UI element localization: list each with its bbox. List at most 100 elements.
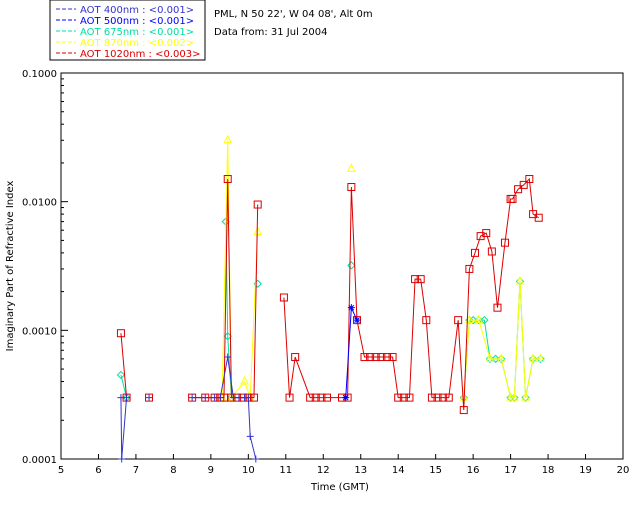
- data-point: [416, 275, 425, 284]
- axis-layer: 5 6 7 8 9 10 11 12 13 14 15 16 17 18 19 20 0.0001 0.0010 0…: [22, 69, 629, 476]
- x-tick-label: 9: [208, 465, 214, 476]
- data-point: [388, 353, 397, 362]
- x-tick-label: 10: [242, 465, 255, 476]
- y-tick-label: 0.0010: [22, 326, 57, 337]
- x-tick-label: 12: [317, 465, 330, 476]
- data-point: [216, 394, 224, 402]
- data-point: [454, 316, 463, 325]
- data-point: [485, 354, 495, 364]
- x-tick-label: 8: [170, 465, 176, 476]
- data-point: [366, 353, 375, 362]
- data-point: [474, 314, 484, 324]
- x-tick-label: 20: [617, 465, 630, 476]
- data-point: [394, 393, 403, 402]
- data-point: [405, 393, 414, 402]
- x-tick-label: 15: [429, 465, 442, 476]
- data-point: [377, 353, 386, 362]
- legend: AOT 400nm : <0.001>AOT 500nm : <0.001>AO…: [49, 0, 206, 61]
- data-point: [347, 163, 356, 172]
- data-point: [118, 455, 126, 463]
- data-point: [514, 185, 523, 194]
- data-point: [279, 293, 288, 302]
- data-point: [496, 353, 506, 362]
- series-4: [217, 134, 545, 401]
- data-point: [497, 354, 506, 364]
- data-point: [439, 393, 448, 402]
- data-point: [536, 353, 545, 362]
- data-point: [347, 183, 356, 192]
- data-point: [528, 353, 538, 362]
- data-point: [201, 394, 209, 402]
- x-tick-label: 17: [504, 465, 517, 476]
- data-point: [534, 213, 543, 222]
- x-tick-label: 11: [279, 465, 292, 476]
- x-tick-label: 19: [579, 465, 592, 476]
- data-point: [508, 194, 517, 203]
- data-point: [519, 180, 528, 189]
- data-point: [422, 316, 431, 325]
- data-point: [500, 238, 509, 247]
- data-point: [223, 134, 233, 144]
- series-line: [120, 397, 128, 460]
- data-point: [145, 394, 153, 402]
- data-point: [510, 391, 519, 401]
- data-point: [360, 353, 369, 362]
- data-point: [116, 370, 126, 380]
- data-point: [536, 354, 545, 364]
- series-3: [116, 217, 545, 402]
- chart-subtitle: Data from: 31 Jul 2004: [214, 27, 327, 38]
- data-point: [306, 393, 315, 402]
- data-point: [347, 261, 356, 270]
- data-point: [411, 275, 420, 284]
- chart-title: PML, N 50 22', W 04 08', Alt 0m: [214, 9, 373, 20]
- y-tick-label: 0.0001: [22, 455, 57, 466]
- data-point: [223, 175, 232, 184]
- data-point: [528, 354, 538, 364]
- data-point: [253, 200, 262, 209]
- data-point: [525, 175, 534, 184]
- plot-frame: [60, 72, 624, 460]
- series-line: [283, 177, 539, 411]
- series-line: [463, 281, 541, 399]
- data-point: [371, 353, 380, 362]
- data-point: [244, 394, 252, 402]
- data-point: [444, 393, 453, 402]
- series-1: [117, 353, 260, 463]
- x-tick-label: 5: [58, 465, 64, 476]
- data-point: [188, 394, 196, 402]
- x-tick-label: 13: [354, 465, 367, 476]
- data-point: [353, 316, 361, 324]
- data-point: [480, 315, 489, 325]
- data-point: [459, 406, 468, 415]
- x-tick-label: 6: [95, 465, 101, 476]
- data-point: [342, 394, 350, 402]
- legend-label: AOT 870nm : <0.002>: [80, 38, 194, 49]
- data-point: [521, 391, 530, 401]
- x-axis-label: Time (GMT): [310, 482, 369, 493]
- data-point: [482, 229, 491, 238]
- data-point: [311, 393, 320, 402]
- data-point: [471, 248, 480, 257]
- data-point: [253, 226, 263, 236]
- series-2: [342, 304, 361, 402]
- data-point: [252, 455, 260, 463]
- data-point: [317, 393, 326, 402]
- legend-label: AOT 1020nm : <0.003>: [80, 49, 200, 60]
- x-tick-label: 18: [542, 465, 555, 476]
- x-tick-label: 16: [467, 465, 480, 476]
- data-point: [521, 393, 530, 402]
- data-point: [323, 393, 332, 402]
- series-line: [221, 140, 259, 399]
- x-tick-label: 7: [133, 465, 139, 476]
- data-point: [474, 315, 483, 325]
- data-point: [427, 393, 436, 402]
- data-point: [246, 432, 254, 440]
- data-point: [347, 304, 355, 312]
- data-point: [240, 375, 249, 385]
- data-point: [399, 393, 408, 402]
- data-point: [224, 353, 232, 361]
- y-tick-label: 0.1000: [22, 69, 57, 80]
- series-5: [116, 175, 543, 415]
- data-point: [116, 329, 125, 338]
